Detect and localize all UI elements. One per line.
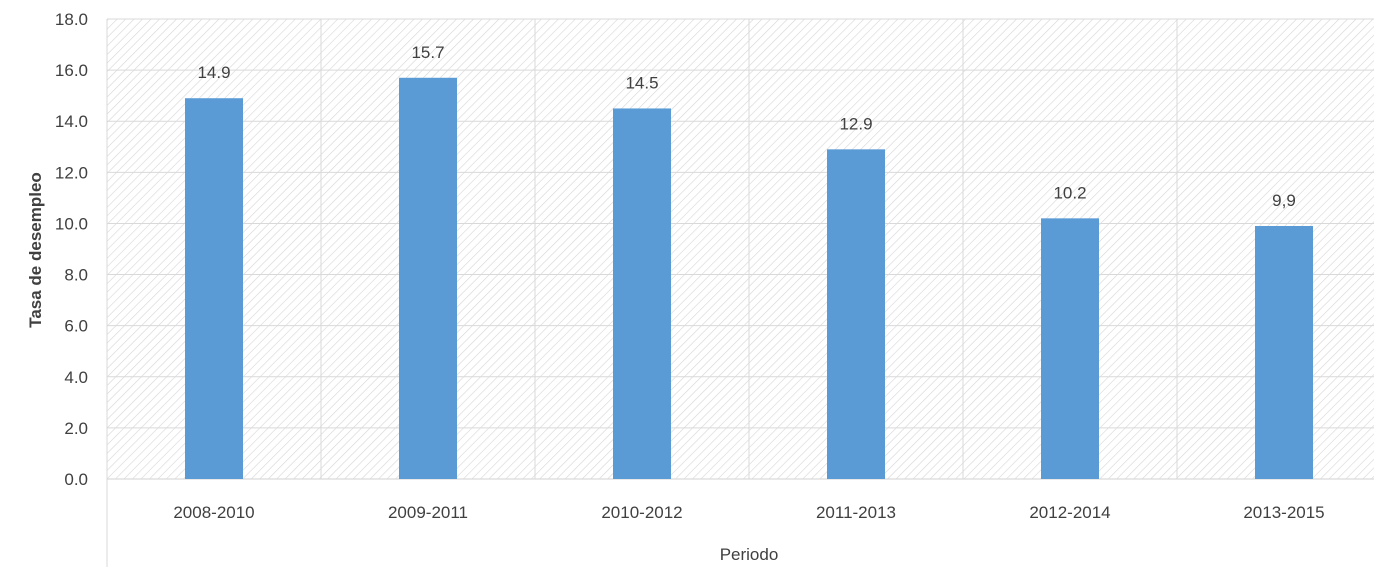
y-tick-label: 8.0 bbox=[64, 266, 88, 285]
bar bbox=[613, 108, 671, 479]
y-tick-label: 0.0 bbox=[64, 470, 88, 489]
bar bbox=[399, 77, 457, 480]
bar bbox=[185, 98, 243, 479]
x-axis-title: Periodo bbox=[720, 545, 779, 564]
bar bbox=[1041, 218, 1099, 480]
tick-labels: 0.0 2.0 4.0 6.0 8.0 10.0 12.0 14.0 16.0 18.0 2008-… bbox=[55, 10, 1325, 522]
data-label: 14.9 bbox=[197, 63, 230, 82]
y-tick-label: 2.0 bbox=[64, 419, 88, 438]
x-tick-label: 2012-2014 bbox=[1029, 503, 1110, 522]
x-tick-label: 2009-2011 bbox=[388, 503, 468, 522]
x-tick-label: 2010-2012 bbox=[601, 503, 682, 522]
data-label: 12.9 bbox=[839, 114, 872, 133]
bar bbox=[1255, 226, 1313, 479]
x-tick-label: 2008-2010 bbox=[173, 503, 254, 522]
data-label: 15.7 bbox=[411, 43, 444, 62]
y-axis-title: Tasa de desempleo bbox=[26, 172, 45, 328]
y-tick-label: 4.0 bbox=[64, 368, 88, 387]
plot-area-background bbox=[107, 19, 1374, 479]
y-tick-label: 16.0 bbox=[55, 61, 88, 80]
y-tick-label: 14.0 bbox=[55, 112, 88, 131]
y-tick-label: 6.0 bbox=[64, 317, 88, 336]
data-labels: 14.9 15.7 14.5 12.9 10.2 9,9 bbox=[197, 43, 1295, 210]
data-label: 10.2 bbox=[1053, 183, 1086, 202]
y-tick-label: 10.0 bbox=[55, 214, 88, 233]
y-tick-label: 18.0 bbox=[55, 10, 88, 29]
bar bbox=[827, 149, 885, 480]
x-tick-label: 2013-2015 bbox=[1243, 503, 1324, 522]
x-tick-label: 2011-2013 bbox=[816, 503, 896, 522]
gridlines bbox=[106, 18, 1374, 567]
data-label: 14.5 bbox=[625, 73, 658, 92]
y-tick-label: 12.0 bbox=[55, 163, 88, 182]
bars bbox=[185, 77, 1313, 480]
data-label: 9,9 bbox=[1272, 191, 1296, 210]
